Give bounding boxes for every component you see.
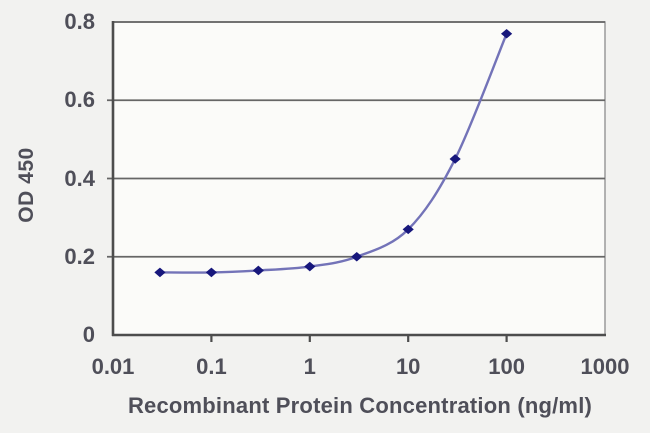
data-point-marker	[304, 261, 316, 272]
x-tick-label: 1	[303, 354, 316, 379]
y-tick-label: 0.8	[64, 9, 95, 34]
y-tick-label: 0.2	[64, 243, 95, 269]
y-tick-label: 0.4	[64, 165, 95, 191]
x-tick-label: 0.01	[91, 354, 135, 379]
x-tick-label: 1000	[580, 354, 630, 379]
x-tick-label: 10	[395, 354, 421, 379]
x-axis-title: Recombinant Protein Concentration (ng/ml…	[127, 393, 593, 418]
x-tick-label: 0.1	[196, 354, 227, 379]
y-tick-label: 0.6	[64, 87, 95, 113]
data-point-marker	[449, 154, 461, 164]
data-point-marker	[351, 251, 363, 262]
data-point-marker	[402, 224, 414, 235]
y-tick-label: 0	[82, 322, 95, 347]
data-point-marker	[501, 28, 513, 39]
data-point-marker	[154, 267, 166, 278]
data-point-marker	[205, 267, 217, 278]
data-point-marker	[252, 265, 264, 276]
x-tick-label: 100	[488, 354, 525, 379]
